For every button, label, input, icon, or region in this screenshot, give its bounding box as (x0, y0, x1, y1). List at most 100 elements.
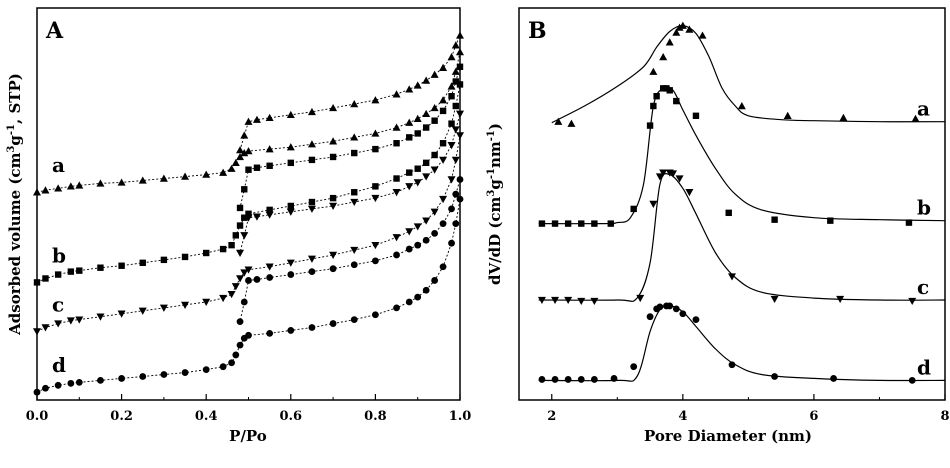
panel-a-data-point (236, 318, 244, 325)
panel-a-series-d: d (33, 176, 464, 396)
panel-a-data-point (439, 107, 447, 115)
panel-a-data-point (97, 264, 104, 271)
panel-b-data-point (905, 219, 913, 226)
panel-a-data-point (287, 202, 294, 210)
panel-a-data-point (350, 246, 359, 255)
panel-b-data-point (564, 376, 572, 383)
panel-a-data-point (392, 123, 401, 131)
panel-b-data-point (578, 220, 585, 227)
panel-a-data-point (76, 267, 83, 274)
panel-a-series-a: a (33, 31, 464, 196)
panel-a-data-point (203, 249, 210, 257)
panel-b-data-point (630, 205, 637, 213)
panel-a-data-point (236, 222, 244, 229)
panel-a-data-point (118, 262, 125, 269)
panel-a-data-point (117, 310, 126, 318)
panel-a-data-point (33, 388, 41, 396)
panel-a-data-point (54, 381, 62, 389)
panel-a-data-point (413, 114, 422, 122)
panel-a-data-point (244, 214, 253, 222)
panel-a-data-point (287, 271, 295, 278)
panel-b: B 2 4 6 8 Pore Diameter (nm) dV/dD (cm3g-1n… (486, 7, 950, 445)
panel-a-x-tick-label: 0.2 (110, 409, 133, 424)
panel-a-data-point (448, 239, 455, 247)
panel-a-data-point (392, 234, 401, 242)
panel-a-isotherm-line (36, 35, 461, 193)
panel-a-data-point (286, 110, 295, 119)
panel-a-data-point (266, 329, 274, 337)
panel-a-data-point (329, 137, 338, 145)
panel-a-data-point (329, 153, 337, 161)
panel-a-data-point (41, 324, 50, 332)
panel-a-data-point (448, 205, 455, 213)
panel-b-data-point (666, 87, 673, 94)
panel-a-data-point (241, 214, 248, 221)
panel-a-data-point (350, 133, 359, 141)
panel-a-data-point (33, 188, 41, 196)
panel-a-data-point (241, 186, 248, 193)
panel-a-data-point (266, 206, 273, 214)
panel-a-data-point (219, 363, 227, 371)
panel-a-data-point (42, 275, 49, 282)
panel-a-data-point (351, 149, 358, 157)
panel-a-data-point (439, 195, 448, 204)
panel-a-data-point (452, 220, 460, 228)
panel-b-data-point (908, 297, 917, 306)
panel-b-data-point (538, 376, 546, 383)
panel-a-data-point (202, 366, 210, 374)
panel-b-data-point (564, 220, 572, 227)
panel-a-data-point (245, 331, 252, 339)
panel-a-series-label: c (52, 292, 64, 316)
panel-a-data-point (422, 236, 430, 244)
panel-b-data-point (567, 119, 576, 127)
panel-a-data-point (307, 107, 316, 116)
panel-a-data-point (54, 184, 63, 192)
panel-a-data-point (452, 190, 460, 198)
panel-a-data-point (117, 178, 126, 186)
panel-b-series-label: d (917, 355, 931, 379)
panel-a-data-point (456, 31, 464, 39)
panel-b-x-tick-label: 8 (940, 409, 949, 424)
panel-b-fit-curve (538, 172, 946, 302)
panel-a-data-point (329, 265, 337, 273)
panel-a-data-point (265, 145, 274, 153)
panel-a-data-point (406, 169, 413, 176)
panel-a-series: a b c d (33, 31, 464, 396)
panel-a-data-point (439, 263, 447, 271)
panel-b-data-point (590, 297, 599, 306)
panel-a-data-point (451, 126, 460, 134)
panel-a-data-point (265, 113, 274, 121)
panel-a-data-point (231, 283, 240, 291)
panel-b-data-point (591, 220, 598, 227)
panel-a-data-point (244, 266, 253, 274)
panel-a-data-point (75, 378, 83, 386)
panel-a-data-point (329, 202, 338, 210)
panel-a-data-point (372, 183, 379, 190)
panel-a-data-point (447, 176, 456, 184)
panel-b-data-point (827, 217, 834, 224)
panel-a-data-point (181, 253, 189, 261)
panel-a-data-point (393, 251, 400, 259)
panel-b-data-point (659, 85, 667, 92)
panel-a-data-point (431, 277, 439, 284)
panel-a-data-point (350, 198, 359, 207)
panel-b-data-point (551, 220, 559, 227)
panel-a-data-point (236, 146, 245, 154)
panel-a-x-tick-label: 0.8 (364, 409, 387, 424)
panel-a-data-point (452, 78, 459, 85)
panel-a-data-point (430, 166, 439, 174)
panel-a-data-point (227, 290, 236, 299)
panel-a-data-point (413, 81, 422, 89)
panel-a-data-point (265, 263, 274, 271)
panel-b-data-point (839, 113, 848, 121)
panel-a-data-point (244, 117, 253, 125)
panel-a-data-point (266, 162, 273, 169)
panel-a-data-point (307, 205, 316, 213)
panel-a-data-point (41, 186, 50, 194)
panel-b-data-point (672, 305, 680, 313)
panel-a-data-point (372, 145, 379, 153)
panel-b-data-point (577, 297, 586, 306)
panel-a-data-point (139, 259, 146, 266)
panel-a-x-tick-label: 0.0 (26, 409, 49, 424)
panel-b-data-point (659, 53, 668, 61)
